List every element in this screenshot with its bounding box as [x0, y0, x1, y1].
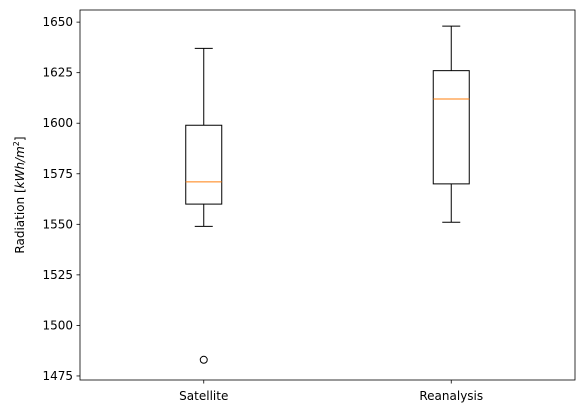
y-tick-label: 1600 [42, 116, 73, 130]
y-tick-label: 1625 [42, 66, 73, 80]
x-tick-label: Satellite [179, 389, 228, 403]
y-tick-label: 1550 [42, 217, 73, 231]
y-axis-label-exponent: 2 [12, 141, 21, 146]
x-axis: Satellite Reanalysis [179, 380, 483, 403]
y-axis: 1475 1500 1525 1550 1575 1600 1625 1650 [42, 15, 80, 383]
axes-frame [79, 9, 576, 381]
y-axis-label-unit: kWh/m [13, 146, 27, 188]
plot-area [185, 25, 470, 364]
box [185, 124, 223, 205]
y-axis-label: Radiation [kWh/m2] [12, 136, 27, 253]
box-group [432, 25, 470, 223]
y-tick-label: 1525 [42, 268, 73, 282]
box [432, 70, 470, 185]
x-tick-label: Reanalysis [419, 389, 483, 403]
y-axis-label-suffix: ] [13, 136, 27, 141]
box-group [185, 47, 223, 364]
y-tick-label: 1475 [42, 369, 73, 383]
outlier-point [199, 355, 208, 364]
y-axis-label-prefix: Radiation [ [13, 188, 27, 253]
y-tick-label: 1575 [42, 167, 73, 181]
y-tick-label: 1500 [42, 318, 73, 332]
y-tick-label: 1650 [42, 15, 73, 29]
